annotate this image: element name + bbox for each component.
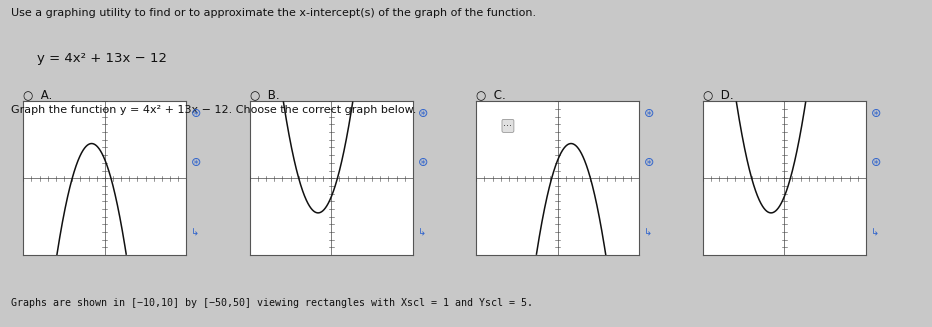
Text: ↳: ↳ bbox=[191, 227, 199, 237]
Text: ···: ··· bbox=[503, 121, 513, 131]
Text: y = 4x² + 13x − 12: y = 4x² + 13x − 12 bbox=[37, 52, 167, 65]
Text: ⊛: ⊛ bbox=[870, 107, 881, 120]
Text: ⊛: ⊛ bbox=[644, 156, 654, 169]
Text: ↳: ↳ bbox=[644, 227, 652, 237]
Text: ○  D.: ○ D. bbox=[703, 88, 733, 101]
Text: ↳: ↳ bbox=[870, 227, 879, 237]
Text: ⊛: ⊛ bbox=[418, 156, 428, 169]
Text: ⊛: ⊛ bbox=[191, 156, 201, 169]
Text: ○  C.: ○ C. bbox=[476, 88, 506, 101]
Text: Use a graphing utility to find or to approximate the x-intercept(s) of the graph: Use a graphing utility to find or to app… bbox=[11, 8, 536, 18]
Text: ⊛: ⊛ bbox=[644, 107, 654, 120]
Text: Graph the function y = 4x² + 13x − 12. Choose the correct graph below.: Graph the function y = 4x² + 13x − 12. C… bbox=[11, 105, 417, 115]
Text: ↳: ↳ bbox=[418, 227, 426, 237]
Text: ⊛: ⊛ bbox=[870, 156, 881, 169]
Text: ⊛: ⊛ bbox=[418, 107, 428, 120]
Text: Graphs are shown in [−10,10] by [−50,50] viewing rectangles with Xscl = 1 and Ys: Graphs are shown in [−10,10] by [−50,50]… bbox=[11, 298, 533, 308]
Text: ○  B.: ○ B. bbox=[250, 88, 280, 101]
Text: ⊛: ⊛ bbox=[191, 107, 201, 120]
Text: ○  A.: ○ A. bbox=[23, 88, 52, 101]
